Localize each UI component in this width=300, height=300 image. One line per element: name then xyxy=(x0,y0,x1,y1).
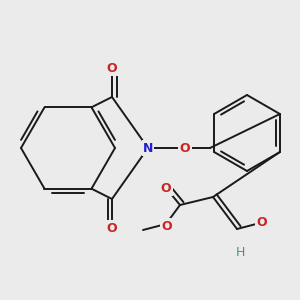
Text: H: H xyxy=(235,245,245,259)
Text: O: O xyxy=(180,142,190,154)
Text: O: O xyxy=(162,220,172,232)
Text: O: O xyxy=(257,217,267,230)
Text: N: N xyxy=(143,142,153,154)
Text: O: O xyxy=(107,221,117,235)
Text: O: O xyxy=(161,182,171,194)
Text: O: O xyxy=(107,61,117,74)
